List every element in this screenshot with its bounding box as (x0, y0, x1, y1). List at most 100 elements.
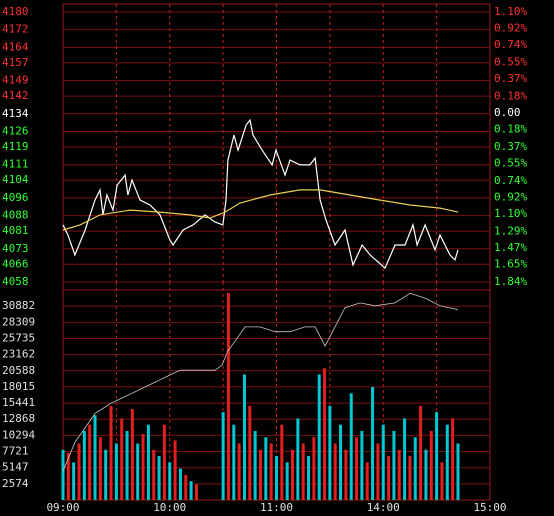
volume-bar (184, 474, 188, 500)
volume-bar (248, 405, 252, 500)
volume-bar (333, 443, 337, 500)
volume-bar (360, 430, 364, 500)
y-tick-label: 10294 (2, 428, 35, 441)
y-tick-label: 4157 (2, 56, 29, 69)
y-tick-label: 4126 (2, 125, 29, 138)
volume-bar (189, 481, 193, 500)
volume-bar (98, 437, 102, 500)
y-tick-label: 28309 (2, 315, 35, 328)
volume-bar (146, 424, 150, 500)
y2-tick-label: 0.18% (494, 123, 527, 136)
volume-bar (328, 405, 332, 500)
volume-bar (275, 456, 278, 500)
y-tick-label: 4096 (2, 191, 29, 204)
volume-bar (136, 443, 140, 500)
y-tick-label: 4119 (2, 140, 29, 153)
volume-bar (130, 408, 134, 500)
x-tick-label: 10:00 (153, 501, 186, 514)
y-tick-label: 4180 (2, 5, 29, 18)
volume-bar (152, 449, 156, 500)
volume-bar (178, 468, 182, 500)
y-tick-label: 18015 (2, 380, 35, 393)
y-tick-label: 7721 (2, 445, 29, 458)
volume-bar (424, 449, 428, 500)
y2-tick-label: 0.74% (494, 38, 527, 51)
y-tick-label: 4088 (2, 209, 29, 222)
y-tick-label: 20588 (2, 364, 35, 377)
volume-bar (237, 443, 241, 500)
x-tick-label: 14:00 (367, 501, 400, 514)
volume-bar (269, 443, 273, 500)
volume-bar (339, 424, 343, 500)
volume-bar (114, 443, 118, 500)
volume-bar (456, 443, 460, 500)
volume-bar (264, 437, 268, 500)
volume-bar (381, 424, 385, 500)
volume-bar (376, 443, 380, 500)
y2-tick-label: 1.10% (494, 5, 527, 18)
volume-bar (232, 424, 236, 500)
volume-bar (344, 449, 348, 500)
volume-bar (109, 405, 113, 500)
y2-tick-label: 1.65% (494, 258, 527, 271)
y2-tick-label: 0.55% (494, 56, 527, 69)
volume-bar (141, 434, 145, 500)
y-tick-label: 12868 (2, 412, 35, 425)
volume-bar (397, 449, 401, 500)
y-tick-label: 4149 (2, 74, 29, 87)
volume-bar (387, 456, 391, 500)
volume-bar (307, 456, 311, 500)
volume-bar (194, 484, 198, 500)
volume-bar (66, 452, 70, 500)
y2-tick-label: 1.29% (494, 224, 527, 237)
y2-tick-label: 1.10% (494, 207, 527, 220)
volume-bar (419, 405, 423, 500)
y2-tick-label: 0.18% (494, 89, 527, 102)
volume-bar (120, 418, 124, 500)
y-tick-label: 4111 (2, 158, 29, 171)
volume-bar (355, 437, 359, 500)
volume-bar (226, 292, 230, 500)
y-tick-label: 4142 (2, 89, 29, 102)
y-tick-label: 4066 (2, 257, 29, 270)
volume-bar (413, 437, 417, 500)
y2-tick-label: 0.37% (494, 140, 527, 153)
x-tick-label: 11:00 (260, 501, 293, 514)
y-tick-label: 15441 (2, 396, 35, 409)
volume-bar (392, 430, 396, 500)
y-tick-label: 4172 (2, 23, 29, 36)
x-tick-label: 09:00 (46, 501, 79, 514)
volume-bar (349, 393, 353, 500)
volume-bar (291, 449, 295, 500)
volume-bar (125, 430, 129, 500)
volume-bar (258, 449, 262, 500)
y-tick-label: 5147 (2, 461, 29, 474)
volume-bar (162, 424, 166, 500)
y2-tick-label: 0.92% (494, 22, 527, 35)
volume-bar (365, 462, 369, 500)
x-tick-label: 15:00 (473, 501, 506, 514)
y-tick-label: 4058 (2, 275, 29, 288)
y-tick-label: 23162 (2, 348, 35, 361)
y-tick-label: 4134 (2, 107, 29, 120)
volume-bar (82, 430, 86, 500)
volume-bar (301, 443, 305, 500)
y-tick-label: 4081 (2, 224, 29, 237)
volume-bar (445, 424, 449, 500)
volume-bar (317, 374, 321, 500)
volume-bar (61, 449, 65, 500)
y-tick-label: 2574 (2, 477, 29, 490)
volume-bar (72, 462, 76, 500)
volume-bar (296, 418, 300, 500)
volume-bar (435, 412, 439, 500)
y2-tick-label: 0.00 (494, 106, 521, 119)
volume-bar (403, 418, 407, 500)
y2-tick-label: 1.84% (494, 275, 527, 288)
y-tick-label: 30882 (2, 299, 35, 312)
volume-bar (242, 374, 246, 500)
volume-bar (312, 437, 316, 500)
price-line (62, 118, 459, 270)
volume-bar (104, 449, 108, 500)
volume-bar (93, 415, 97, 500)
